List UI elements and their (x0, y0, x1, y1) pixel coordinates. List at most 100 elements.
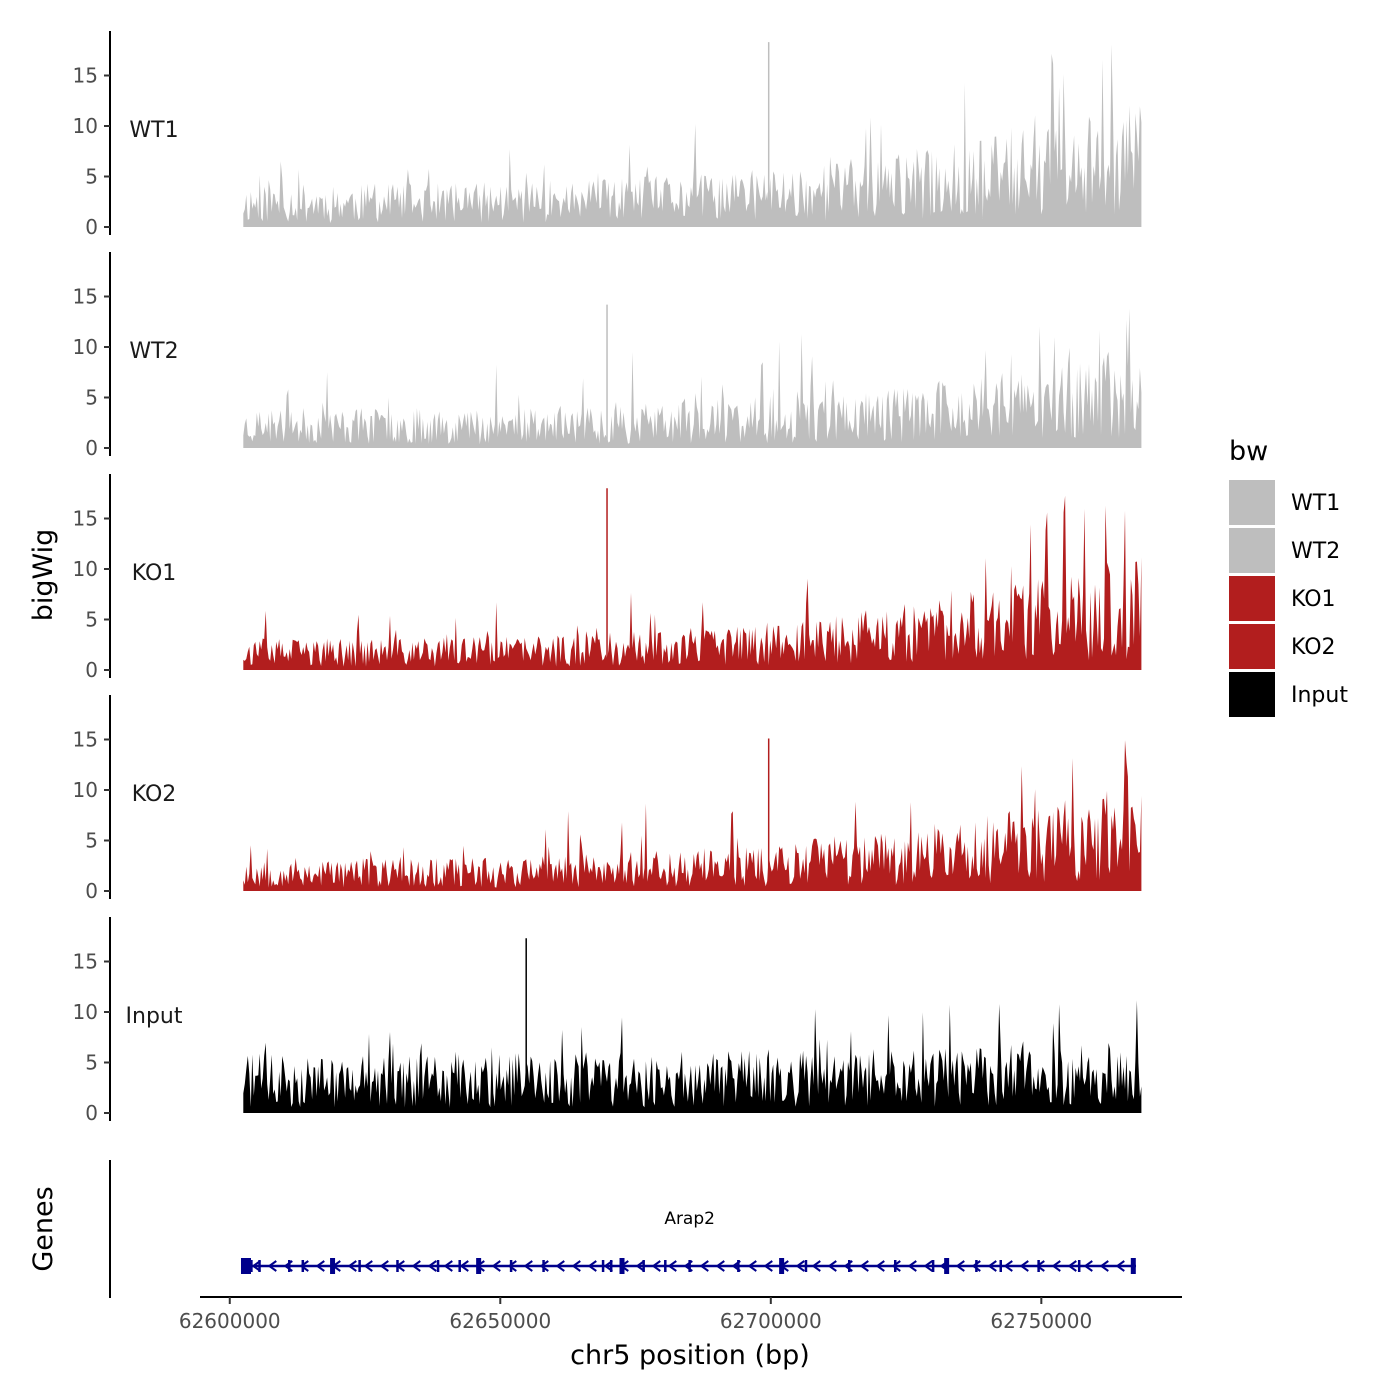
exon (609, 1260, 613, 1272)
legend-swatch-ko2 (1229, 624, 1275, 669)
y-tick-label: 5 (85, 165, 98, 189)
signal-area-ko1 (243, 495, 1142, 670)
strand-arrow (1003, 1260, 1013, 1272)
x-tick-label: 62650000 (449, 1309, 551, 1333)
exon (1130, 1258, 1136, 1274)
genes-axis-title: Genes (28, 1186, 59, 1271)
track-input: 0 5 10 15 Input (73, 917, 1142, 1125)
strand-arrow (667, 1260, 677, 1272)
track-ko2: 0 5 10 15 KO2 (73, 695, 1142, 903)
strand-arrow (763, 1260, 773, 1272)
signal-area-wt2 (243, 308, 1142, 448)
strand-arrow (827, 1260, 837, 1272)
exon (975, 1260, 978, 1272)
strand-arrow (747, 1260, 757, 1272)
x-tick-label: 62700000 (720, 1309, 822, 1333)
exon (358, 1260, 361, 1272)
strand-arrow (1035, 1260, 1045, 1272)
y-tick-label: 15 (73, 64, 98, 88)
signal-area-wt1 (243, 44, 1142, 227)
x-tick-label: 62600000 (179, 1309, 281, 1333)
exon (436, 1260, 440, 1272)
strand-arrow (539, 1260, 549, 1272)
strand-arrow (795, 1260, 805, 1272)
exon (458, 1260, 461, 1272)
strand-arrow (811, 1260, 821, 1272)
bigwig-tracks: 0 5 10 15 WT1 0 5 10 15 WT2 0 5 10 15 KO1 0 5 10 15 KO2 0 5 10… (73, 31, 1142, 1125)
signal-area-ko2 (243, 740, 1142, 891)
exon (642, 1260, 645, 1272)
y-axis-title: bigWig (28, 529, 59, 622)
exon (1037, 1260, 1040, 1272)
strand-arrow (347, 1260, 357, 1272)
strand-arrow (987, 1260, 997, 1272)
gene-label: Arap2 (664, 1209, 715, 1229)
exon (944, 1258, 950, 1274)
y-tick-label: 10 (73, 778, 98, 802)
strand-arrow (651, 1260, 661, 1272)
exon (999, 1260, 1002, 1272)
legend-title: bw (1229, 436, 1268, 467)
y-tick-label: 15 (73, 285, 98, 309)
strand-arrow (315, 1260, 325, 1272)
strand-arrow (1083, 1260, 1093, 1272)
strand-arrow (955, 1260, 965, 1272)
exon (509, 1260, 513, 1272)
x-axis: 62600000 62650000 62700000 62750000 (179, 1296, 1182, 1333)
strand-arrow (875, 1260, 885, 1272)
exon (619, 1258, 625, 1274)
exon (1077, 1260, 1081, 1272)
strand-arrow (443, 1260, 453, 1272)
legend-label-input: Input (1291, 683, 1348, 708)
exon (396, 1260, 399, 1272)
strand-arrow (587, 1260, 597, 1272)
y-tick-label: 0 (85, 1101, 98, 1125)
strand-arrow (859, 1260, 869, 1272)
legend-label-ko1: KO1 (1291, 587, 1336, 612)
track-wt1: 0 5 10 15 WT1 (73, 31, 1142, 239)
exon (688, 1260, 691, 1272)
strand-arrow (459, 1260, 469, 1272)
strand-arrow (971, 1260, 981, 1272)
strand-arrow (923, 1260, 933, 1272)
y-tick-label: 10 (73, 335, 98, 359)
exon (737, 1260, 740, 1272)
exon (664, 1260, 667, 1272)
track-label: WT2 (129, 339, 178, 364)
strand-arrow (379, 1260, 389, 1272)
legend-swatch-wt2 (1229, 528, 1275, 573)
strand-arrow (363, 1260, 373, 1272)
y-tick-label: 10 (73, 114, 98, 138)
track-label: KO2 (132, 782, 177, 807)
strand-arrow (715, 1260, 725, 1272)
y-tick-label: 15 (73, 507, 98, 531)
strand-arrow (491, 1260, 501, 1272)
strand-arrow (1067, 1260, 1077, 1272)
y-tick-label: 5 (85, 1051, 98, 1075)
strand-arrow (411, 1260, 421, 1272)
legend-swatch-wt1 (1229, 480, 1275, 525)
exon (240, 1258, 251, 1274)
y-tick-label: 5 (85, 608, 98, 632)
strand-arrow (1019, 1260, 1029, 1272)
strand-arrow (507, 1260, 517, 1272)
strand-arrow (299, 1260, 309, 1272)
strand-arrow (571, 1260, 581, 1272)
legend-label-ko2: KO2 (1291, 635, 1336, 660)
signal-area-input (243, 1000, 1142, 1113)
strand-arrow (699, 1260, 709, 1272)
strand-arrow (251, 1260, 261, 1272)
strand-arrow (891, 1260, 901, 1272)
y-tick-label: 0 (85, 436, 98, 460)
x-tick-label: 62750000 (990, 1309, 1092, 1333)
exon (250, 1260, 253, 1272)
exon (931, 1260, 935, 1272)
track-label: WT1 (129, 118, 178, 143)
y-tick-label: 0 (85, 658, 98, 682)
strand-arrow (427, 1260, 437, 1272)
legend-swatch-input (1229, 672, 1275, 717)
strand-arrow (267, 1260, 277, 1272)
exon (804, 1260, 808, 1272)
y-tick-label: 0 (85, 215, 98, 239)
